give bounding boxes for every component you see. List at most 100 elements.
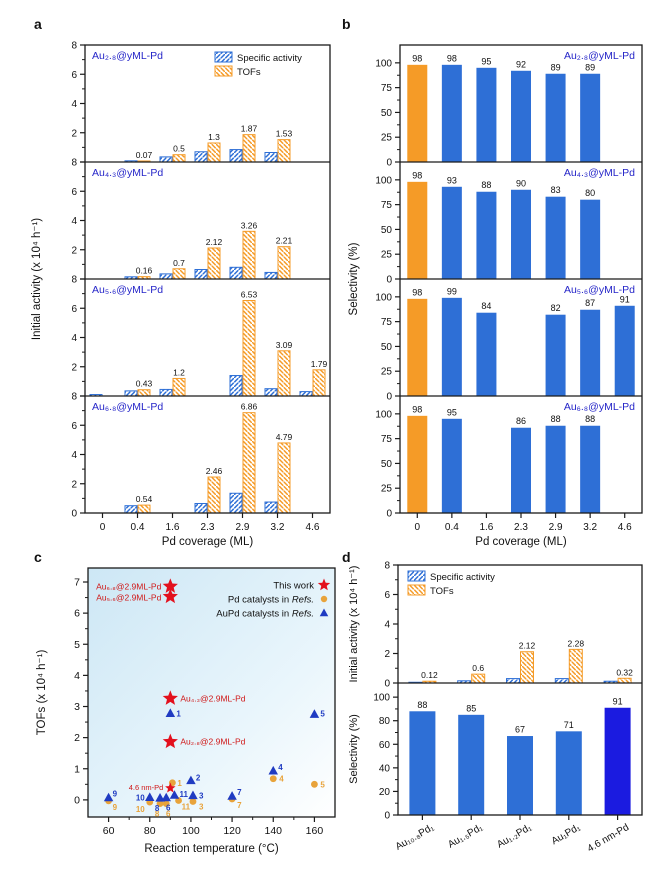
pd-ref-label: 7 bbox=[237, 801, 242, 810]
selectivity-bar bbox=[580, 73, 601, 162]
selectivity-bar bbox=[580, 425, 601, 513]
y-tick-label: 8 bbox=[71, 41, 77, 52]
legend-label: TOFs bbox=[430, 586, 454, 597]
this-work-label: Au₅.₆@2.9ML-Pd bbox=[96, 593, 161, 603]
tof-bar bbox=[242, 134, 256, 163]
specific-activity-bar bbox=[264, 271, 278, 280]
selectivity-bar bbox=[441, 297, 462, 396]
y-tick-label: 75 bbox=[381, 200, 393, 211]
bar-value-label: 4.79 bbox=[276, 432, 293, 442]
x-tick-label: 2.9 bbox=[549, 522, 563, 533]
bar-value-label: 0.7 bbox=[173, 258, 185, 268]
pd-ref-point bbox=[311, 780, 318, 788]
selectivity-bar bbox=[555, 731, 582, 815]
selectivity-bar bbox=[458, 714, 485, 815]
y-tick-label: 6 bbox=[71, 70, 77, 81]
aupd-ref-point bbox=[103, 792, 114, 802]
panel-b-letter: b bbox=[342, 16, 351, 32]
tof-bar bbox=[277, 442, 291, 514]
x-tick-label: 60 bbox=[103, 825, 115, 837]
y-tick-label: 4 bbox=[71, 216, 77, 227]
legend-label: Pd catalysts in Refs. bbox=[228, 595, 314, 606]
selectivity-bar bbox=[441, 186, 462, 279]
aupd-ref-label: 8 bbox=[155, 804, 160, 813]
panel-frame bbox=[397, 564, 643, 816]
bar-value-label: 1.87 bbox=[241, 124, 258, 134]
specific-activity-bar bbox=[124, 505, 138, 514]
aupd-ref-label: 2 bbox=[196, 774, 201, 783]
tof-bar bbox=[568, 648, 583, 684]
x-tick-label: Au₁.₅Pd₁ bbox=[446, 822, 485, 851]
aupd-ref-point bbox=[268, 765, 278, 775]
tof-bar bbox=[137, 504, 151, 514]
selectivity-bar bbox=[476, 67, 497, 162]
tof-bar bbox=[277, 139, 291, 163]
bar-value-label: 6.86 bbox=[241, 402, 258, 412]
aupd-ref-point bbox=[165, 708, 176, 717]
x-tick-label: Au₁Pd₁ bbox=[550, 822, 583, 847]
specific-activity-bar bbox=[229, 149, 243, 163]
specific-activity-bar bbox=[299, 391, 313, 397]
y-tick-label: 80 bbox=[379, 716, 391, 727]
bar-value-label: 90 bbox=[516, 178, 526, 188]
bar-value-label: 98 bbox=[412, 170, 422, 180]
aupd-ref-label: 10 bbox=[136, 793, 145, 802]
x-tick-label: 3.2 bbox=[583, 522, 597, 533]
subpanel-title: Au₅.₆@yML-Pd bbox=[92, 284, 163, 296]
y-tick-label: 50 bbox=[381, 342, 393, 353]
legend-label: AuPd catalysts in Refs. bbox=[216, 609, 314, 620]
this-work-point bbox=[162, 578, 178, 593]
aupd-ref-label: 9 bbox=[113, 790, 118, 799]
pd-ref-label: 9 bbox=[113, 803, 118, 812]
selectivity-bar bbox=[580, 199, 601, 279]
aupd-ref-label: 5 bbox=[320, 709, 325, 718]
bar-value-label: 0.16 bbox=[136, 266, 153, 276]
blue-hatch-legend-swatch bbox=[407, 570, 426, 582]
selectivity-bar bbox=[511, 427, 531, 513]
tof-bar bbox=[520, 651, 534, 684]
bar-value-label: 0.12 bbox=[421, 670, 438, 680]
tof-bar bbox=[471, 673, 486, 684]
bar-value-label: 1.2 bbox=[173, 367, 185, 377]
y-tick-label: 6 bbox=[74, 608, 80, 620]
star-legend-marker bbox=[317, 578, 331, 591]
specific-activity-bar bbox=[264, 501, 278, 514]
y-tick-label: 25 bbox=[381, 133, 393, 144]
aupd-ref-label: 4 bbox=[278, 763, 283, 772]
bar-value-label: 83 bbox=[551, 185, 561, 195]
blue-hatch-legend-swatch bbox=[214, 51, 233, 63]
subpanel-title: Au₆.₈@yML-Pd bbox=[92, 401, 163, 413]
x-tick-label: 1.6 bbox=[166, 522, 180, 533]
orange-hatch-legend-swatch bbox=[214, 65, 233, 77]
y-tick-label: 0 bbox=[386, 275, 392, 286]
tof-bar bbox=[207, 476, 221, 514]
y-tick-label: 40 bbox=[379, 763, 391, 774]
aupd-ref-point bbox=[309, 709, 320, 718]
y-tick-label: 2 bbox=[71, 128, 77, 139]
specific-activity-bar bbox=[159, 156, 173, 163]
tof-bar bbox=[207, 142, 221, 163]
x-tick-label: 100 bbox=[182, 825, 200, 837]
tof-bar bbox=[277, 246, 291, 280]
this-work-label: Au₆.₈@2.9ML-Pd bbox=[96, 581, 161, 591]
y-tick-label: 3 bbox=[74, 701, 80, 713]
this-work-label: Au₄.₃@2.9ML-Pd bbox=[180, 693, 245, 703]
x-tick-label: 0 bbox=[415, 522, 421, 533]
selectivity-bar bbox=[545, 196, 566, 279]
bar-value-label: 2.12 bbox=[519, 641, 536, 651]
bar-value-label: 2.21 bbox=[276, 236, 293, 246]
pd-ref-label: 5 bbox=[320, 780, 325, 789]
y-tick-label: 25 bbox=[381, 250, 393, 261]
selectivity-bar bbox=[476, 191, 497, 279]
pd-ref-point bbox=[156, 800, 164, 808]
aupd-ref-point bbox=[155, 793, 165, 802]
specific-activity-bar bbox=[194, 268, 208, 280]
this-work-label: 4.6 nm-Pd bbox=[129, 783, 164, 792]
aupd-ref-point bbox=[145, 792, 155, 801]
x-axis-title: Pd coverage (ML) bbox=[162, 536, 254, 548]
specific-activity-bar bbox=[506, 678, 520, 684]
pd-ref-label: 8 bbox=[155, 810, 160, 819]
y-axis-title: Selectivity (%) bbox=[348, 714, 360, 784]
y-tick-label: 8 bbox=[71, 158, 77, 169]
y-axis-title: Initial activity (x 10⁴ h⁻¹) bbox=[31, 218, 43, 340]
